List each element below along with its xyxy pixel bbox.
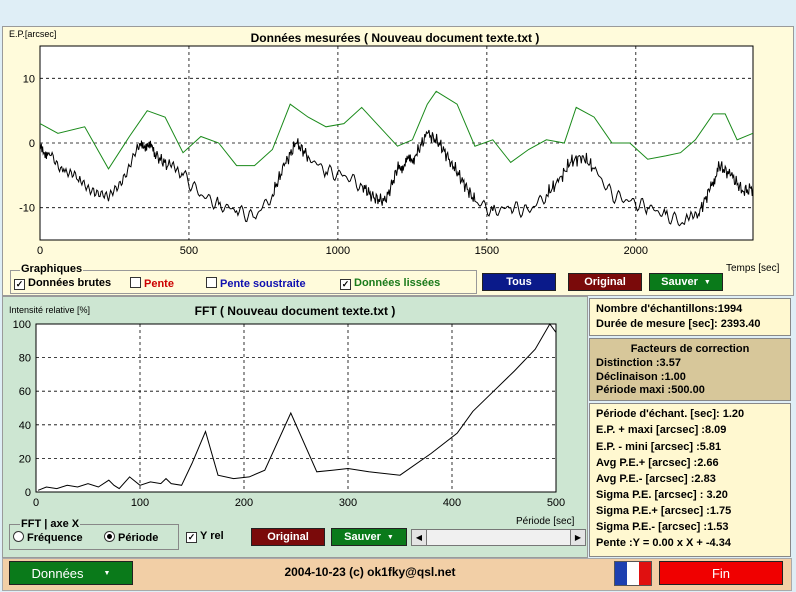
check-icon: ✓ xyxy=(14,279,25,290)
radio-periode[interactable]: Période xyxy=(104,531,158,544)
x-tick-label: 500 xyxy=(180,245,198,257)
y-tick-label: -10 xyxy=(19,203,35,215)
y-tick-label: 60 xyxy=(19,386,31,398)
tous-button[interactable]: Tous xyxy=(482,273,556,291)
series-line-1 xyxy=(39,129,754,227)
dropdown-arrow-icon: ▼ xyxy=(386,533,394,541)
stats-panel: Période d'échant. [sec]: 1.20 E.P. + max… xyxy=(589,403,791,557)
stat-avg-pe-minus: Avg P.E.- [arcsec] :2.83 xyxy=(596,473,716,485)
dropdown-arrow-icon: ▼ xyxy=(103,569,111,577)
check-icon: ✓ xyxy=(340,279,351,290)
declinaison-value: Déclinaison :1.00 xyxy=(596,371,686,383)
checkbox-y-rel[interactable]: ✓ Y rel xyxy=(186,530,224,543)
top-series xyxy=(39,90,754,227)
x-tick-label: 0 xyxy=(33,497,39,509)
y-tick-label: 0 xyxy=(25,487,31,499)
fft-chart: 0 100 200 300 400 500 0 20 40 60 80 100 xyxy=(13,319,566,509)
checkbox-pente-soustraite[interactable]: Pente soustraite xyxy=(206,277,306,290)
sauver-button-top[interactable]: Sauver ▼ xyxy=(649,273,723,291)
correction-panel: Facteurs de correction Distinction :3.57… xyxy=(589,338,791,401)
fft-series xyxy=(37,323,557,491)
fft-y-axis-label: Intensité relative [%] xyxy=(9,305,91,315)
stat-sigma-pe-plus: Sigma P.E.+ [arcsec] :1.75 xyxy=(596,505,732,517)
top-grid xyxy=(40,46,753,240)
sample-count: Nombre d'échantillons:1994 xyxy=(596,303,743,315)
y-tick-label: 20 xyxy=(19,453,31,465)
radio-selected-icon xyxy=(104,531,115,542)
checkbox-box xyxy=(206,277,217,288)
checkbox-pente[interactable]: Pente xyxy=(130,277,174,290)
checkbox-donnees-brutes[interactable]: ✓ Données brutes xyxy=(14,277,112,290)
graphiques-label: Graphiques xyxy=(20,263,84,275)
fft-axis-group-label: FFT | axe X xyxy=(20,518,81,530)
sample-info-panel: Nombre d'échantillons:1994 Durée de mesu… xyxy=(589,298,791,336)
stat-periode-echant: Période d'échant. [sec]: 1.20 xyxy=(596,408,745,420)
donnees-button[interactable]: Données ▼ xyxy=(9,561,133,585)
stat-sigma-pe-minus: Sigma P.E.- [arcsec] :1.53 xyxy=(596,521,729,533)
x-tick-label: 1500 xyxy=(475,245,499,257)
original-button-fft[interactable]: Original xyxy=(251,528,325,546)
top-x-axis-label: Temps [sec] xyxy=(726,263,780,274)
checkbox-box xyxy=(130,277,141,288)
measure-duration: Durée de mesure [sec]: 2393.40 xyxy=(596,318,761,330)
copyright-text: 2004-10-23 (c) ok1fky@qsl.net xyxy=(284,565,456,579)
radio-frequence[interactable]: Fréquence xyxy=(13,531,83,544)
radio-icon xyxy=(13,531,24,542)
stat-ep-max: E.P. + maxi [arcsec] :8.09 xyxy=(596,424,727,436)
stat-pente: Pente :Y = 0.00 x X + -4.34 xyxy=(596,537,731,549)
top-y-axis-label: E.P.[arcsec] xyxy=(9,29,57,39)
dropdown-arrow-icon: ▼ xyxy=(703,278,711,286)
y-tick-label: 40 xyxy=(19,420,31,432)
top-ticks: 0 500 1000 1500 2000 10 0 -10 xyxy=(19,73,648,257)
x-tick-label: 500 xyxy=(547,497,565,509)
y-tick-label: 10 xyxy=(23,73,35,85)
y-tick-label: 100 xyxy=(13,319,31,331)
graphiques-group xyxy=(10,270,477,294)
correction-title: Facteurs de correction xyxy=(630,343,750,355)
fft-x-axis-label: Période [sec] xyxy=(516,516,575,527)
y-tick-label: 80 xyxy=(19,353,31,365)
sauver-button-fft[interactable]: Sauver ▼ xyxy=(331,528,407,546)
series-line-0 xyxy=(37,323,557,491)
scroll-left-icon[interactable]: ◀ xyxy=(412,530,427,545)
x-tick-label: 400 xyxy=(443,497,461,509)
x-tick-label: 200 xyxy=(235,497,253,509)
fft-chart-title: FFT ( Nouveau document texte.txt ) xyxy=(194,304,396,318)
fft-axis-group xyxy=(9,524,179,550)
stat-sigma-pe: Sigma P.E. [arcsec] : 3.20 xyxy=(596,489,728,501)
fin-button[interactable]: Fin xyxy=(659,561,783,585)
x-tick-label: 300 xyxy=(339,497,357,509)
series-line-0 xyxy=(39,90,754,170)
check-icon: ✓ xyxy=(186,532,197,543)
stat-ep-min: E.P. - mini [arcsec] :5.81 xyxy=(596,441,722,453)
x-tick-label: 1000 xyxy=(326,245,350,257)
y-tick-label: 0 xyxy=(29,138,35,150)
fft-ticks: 0 100 200 300 400 500 0 20 40 60 80 100 xyxy=(13,319,566,509)
periode-maxi-value: Période maxi :500.00 xyxy=(596,384,705,396)
original-button-top[interactable]: Original xyxy=(568,273,642,291)
scroll-right-icon[interactable]: ▶ xyxy=(570,530,585,545)
distinction-value: Distinction :3.57 xyxy=(596,357,681,369)
x-tick-label: 100 xyxy=(131,497,149,509)
x-tick-label: 0 xyxy=(37,245,43,257)
fft-plot-area xyxy=(35,323,557,493)
measured-data-chart: 0 500 1000 1500 2000 10 0 -10 xyxy=(19,45,754,257)
stat-avg-pe-plus: Avg P.E.+ [arcsec] :2.66 xyxy=(596,457,719,469)
top-chart-title: Données mesurées ( Nouveau document text… xyxy=(250,31,540,45)
x-tick-label: 2000 xyxy=(624,245,648,257)
french-flag-icon[interactable] xyxy=(614,561,652,586)
horizontal-scrollbar[interactable]: ◀ ▶ xyxy=(411,529,586,546)
checkbox-donnees-lissees[interactable]: ✓ Données lissées xyxy=(340,277,441,290)
